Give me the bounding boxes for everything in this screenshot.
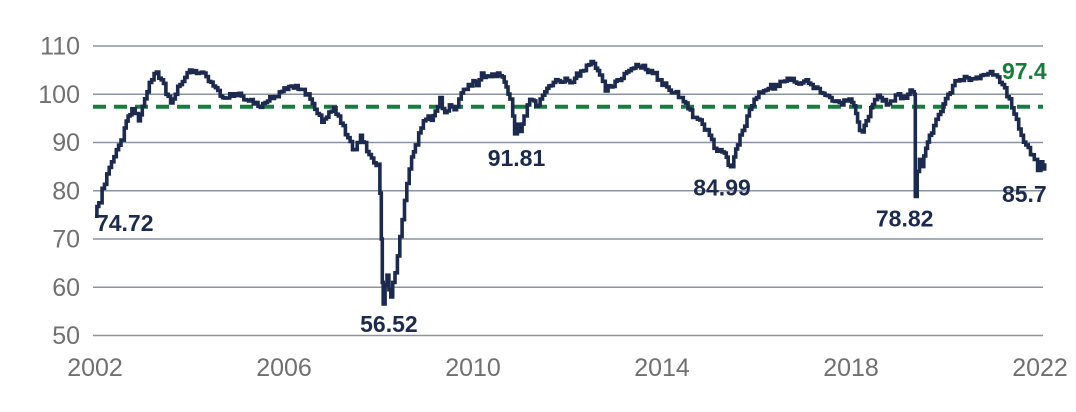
x-tick-label: 2002 — [67, 354, 123, 382]
x-tick-label: 2022 — [1012, 354, 1068, 382]
annotation-label: 91.81 — [488, 145, 546, 171]
y-tick-label: 100 — [38, 81, 80, 109]
series-line — [95, 59, 1047, 306]
x-tick-label: 2010 — [445, 354, 501, 382]
annotation-label: 56.52 — [360, 311, 418, 337]
annotation-label: 84.99 — [693, 175, 751, 201]
x-axis-labels: 2002 2006 2010 2014 2018 2022 — [67, 354, 1068, 382]
y-tick-label: 90 — [52, 129, 80, 157]
x-tick-label: 2018 — [823, 354, 879, 382]
annotations: 74.72 56.52 91.81 84.99 78.82 85.7 97.4 — [96, 58, 1047, 337]
annotation-label: 85.7 — [1002, 181, 1047, 207]
gridlines — [93, 45, 1043, 337]
y-tick-label: 50 — [52, 322, 80, 350]
series-path — [95, 59, 1047, 306]
y-tick-label: 80 — [52, 177, 80, 205]
y-tick-label: 70 — [52, 226, 80, 254]
annotation-label: 74.72 — [96, 210, 154, 236]
y-axis-labels: 50 60 70 80 90 100 110 — [38, 33, 80, 351]
x-tick-label: 2006 — [256, 354, 312, 382]
y-tick-label: 110 — [40, 33, 80, 61]
y-tick-label: 60 — [52, 274, 80, 302]
reference-line-label: 97.4 — [1002, 58, 1047, 84]
x-tick-label: 2014 — [634, 354, 690, 382]
annotation-label: 78.82 — [876, 205, 934, 231]
